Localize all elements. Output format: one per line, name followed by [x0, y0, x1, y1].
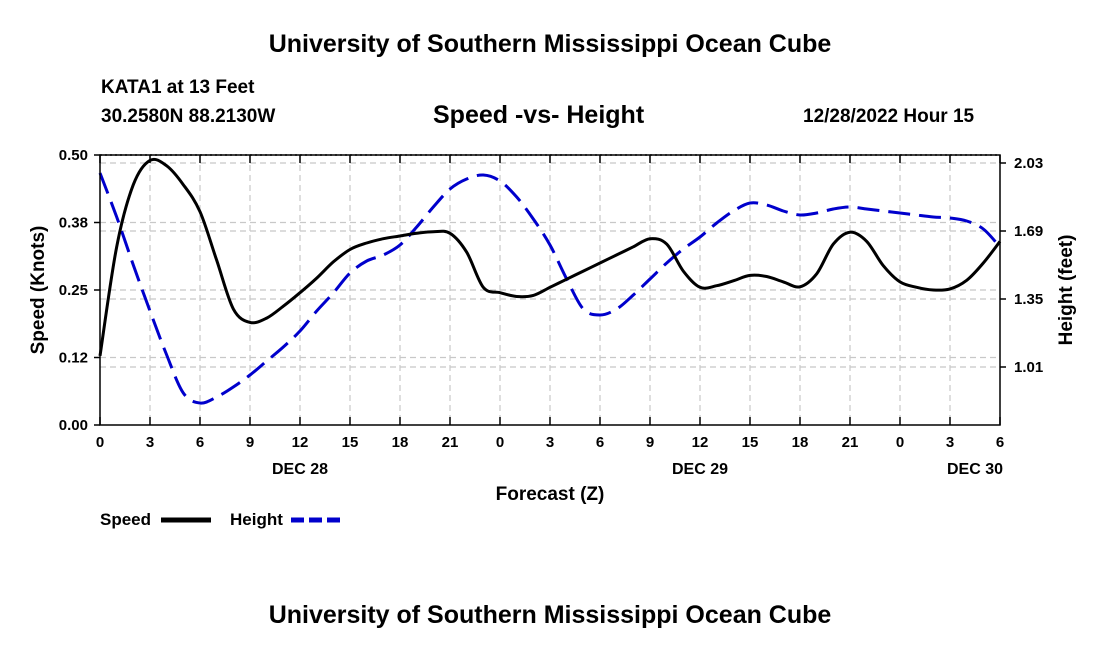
x-tick-label: 0: [96, 434, 104, 451]
x-tick-label: 0: [896, 434, 904, 451]
date-label: DEC 28: [272, 461, 328, 478]
date-label: DEC 29: [672, 461, 728, 478]
x-tick-label: 6: [196, 434, 204, 451]
x-tick-label: 3: [946, 434, 954, 451]
y-right-tick-label: 1.69: [1014, 223, 1043, 240]
x-tick-label: 9: [646, 434, 654, 451]
x-tick-label: 3: [146, 434, 154, 451]
y-right-tick-label: 1.35: [1014, 291, 1043, 308]
date-label: DEC 30: [947, 461, 1003, 478]
footer-title: University of Southern Mississippi Ocean…: [268, 601, 832, 629]
y-left-tick-label: 0.38: [59, 215, 88, 232]
y-axis-right-label: Height (feet): [1056, 235, 1077, 346]
y-left-tick-label: 0.00: [59, 417, 88, 434]
speed-series-line: [98, 157, 1002, 357]
legend-height-label: Height: [230, 510, 283, 529]
speed-height-chart: 0 3 6 9 12 15 18 21 0 3 6 9 12 15 18 21 0 3 6 0.00 0.12 0.25 0…: [28, 147, 1077, 529]
x-tick-label: 18: [392, 434, 409, 451]
station-coords: 30.2580N 88.2130W: [101, 106, 276, 127]
x-tick-label: 12: [692, 434, 709, 451]
x-tick-label: 15: [342, 434, 359, 451]
x-tick-label: 9: [246, 434, 254, 451]
x-tick-label: 6: [996, 434, 1004, 451]
x-axis-label: Forecast (Z): [496, 484, 605, 505]
forecast-datetime: 12/28/2022 Hour 15: [803, 106, 975, 127]
x-tick-label: 6: [596, 434, 604, 451]
y-left-tick-label: 0.25: [59, 282, 88, 299]
x-tick-label: 21: [842, 434, 859, 451]
axes: 0 3 6 9 12 15 18 21 0 3 6 9 12 15 18 21 0 3 6 0.00 0.12 0.25 0…: [59, 147, 1043, 478]
legend: Speed Height: [100, 510, 341, 529]
y-right-tick-label: 1.01: [1014, 359, 1043, 376]
x-tick-label: 15: [742, 434, 759, 451]
legend-speed-label: Speed: [100, 510, 151, 529]
chart-title: Speed -vs- Height: [433, 101, 645, 129]
x-tick-label: 21: [442, 434, 459, 451]
x-tick-label: 12: [292, 434, 309, 451]
page-title: University of Southern Mississippi Ocean…: [268, 30, 832, 58]
y-left-tick-label: 0.12: [59, 350, 88, 367]
x-tick-label: 0: [496, 434, 504, 451]
grid: [100, 155, 1000, 425]
y-left-tick-label: 0.50: [59, 147, 88, 164]
x-tick-label: 3: [546, 434, 554, 451]
station-label: KATA1 at 13 Feet: [101, 77, 255, 98]
series-lines: [98, 157, 1002, 405]
height-series-line: [98, 172, 1002, 405]
y-right-tick-label: 2.03: [1014, 155, 1043, 172]
x-tick-label: 18: [792, 434, 809, 451]
y-axis-left-label: Speed (Knots): [28, 226, 49, 355]
